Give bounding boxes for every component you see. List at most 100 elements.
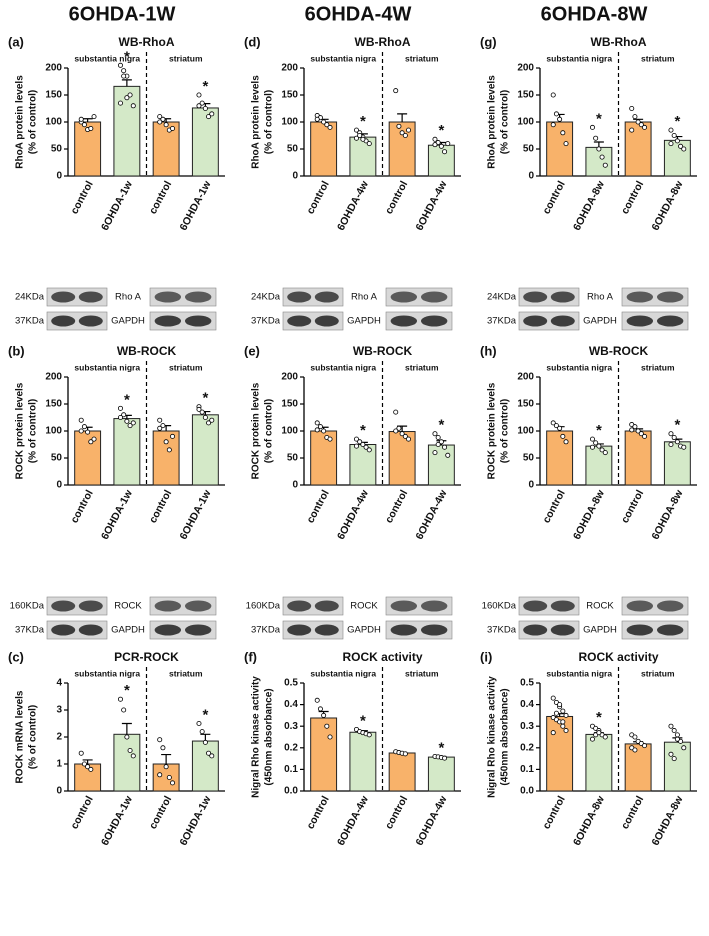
y-tick-label: 50: [51, 453, 63, 464]
y-tick-label: 0.3: [520, 721, 534, 732]
x-tick-label: control: [68, 794, 95, 831]
data-point: [88, 439, 94, 445]
data-point: [599, 154, 605, 160]
data-point: [91, 114, 97, 120]
x-tick-label: 6OHDA-1w: [177, 487, 213, 541]
data-point: [402, 751, 408, 757]
data-point: [550, 122, 556, 128]
data-point: [406, 436, 412, 442]
data-point: [363, 444, 369, 450]
data-point: [160, 745, 166, 751]
protein-label: Rho A: [351, 292, 378, 303]
group-label: substantia nigra: [310, 53, 376, 63]
panel-label: (d): [244, 34, 261, 49]
y-tick-label: 200: [281, 63, 298, 74]
y-axis-label: RhoA protein levels: [15, 75, 26, 169]
x-tick-label: control: [147, 488, 174, 525]
y-axis-label: (450nm absorbance): [264, 688, 275, 785]
y-tick-label: 0.2: [520, 742, 534, 753]
data-point: [78, 116, 84, 122]
data-point: [117, 62, 123, 68]
blot-band: [626, 315, 654, 327]
data-point: [357, 132, 363, 138]
data-point: [674, 736, 680, 742]
molecular-weight-label: 37KDa: [15, 316, 45, 327]
data-point: [681, 745, 687, 751]
data-point: [432, 136, 438, 142]
data-point: [396, 123, 402, 129]
blot-band: [154, 600, 182, 612]
data-point: [117, 696, 123, 702]
x-tick-label: 6OHDA-4w: [335, 178, 371, 232]
data-point: [163, 764, 169, 770]
data-point: [560, 723, 566, 729]
data-point: [196, 103, 202, 109]
data-point: [360, 136, 366, 142]
blot-band: [78, 291, 103, 303]
data-point: [557, 116, 563, 122]
data-point: [317, 706, 323, 712]
data-point: [88, 125, 94, 131]
chart-title: ROCK activity: [342, 650, 422, 664]
significance-marker: *: [438, 417, 444, 434]
panel-label: (a): [8, 34, 24, 49]
y-tick-label: 200: [517, 372, 534, 383]
blot-band: [626, 291, 654, 303]
blot-band: [154, 315, 182, 327]
data-point: [166, 775, 172, 781]
column-header: 6OHDA-8W: [541, 3, 648, 25]
data-point: [366, 447, 372, 453]
data-point: [157, 772, 163, 778]
data-point: [442, 755, 448, 761]
blot-band: [420, 624, 448, 636]
data-point: [209, 417, 215, 423]
data-point: [668, 723, 674, 729]
y-tick-label: 150: [517, 90, 534, 101]
data-point: [678, 143, 684, 149]
x-tick-label: control: [147, 179, 174, 216]
y-tick-label: 50: [523, 453, 535, 464]
data-point: [130, 420, 136, 426]
data-point: [321, 119, 327, 125]
blot-band: [523, 315, 548, 327]
data-point: [668, 127, 674, 133]
y-tick-label: 0: [56, 480, 62, 491]
data-point: [360, 441, 366, 447]
significance-marker: *: [596, 422, 602, 439]
y-tick-label: 200: [45, 372, 62, 383]
group-label: striatum: [169, 53, 203, 63]
data-point: [553, 111, 559, 117]
chart-title: WB-RhoA: [591, 35, 647, 49]
x-tick-label: control: [540, 179, 567, 216]
significance-marker: *: [360, 113, 366, 130]
data-point: [124, 418, 130, 424]
blot-band: [51, 600, 76, 612]
y-axis-label: ROCK protein levels: [251, 382, 262, 479]
protein-label: ROCK: [350, 601, 378, 612]
data-point: [629, 106, 635, 112]
bar: [191, 740, 219, 792]
molecular-weight-label: 24KDa: [251, 292, 281, 303]
group-label: substantia nigra: [74, 362, 140, 372]
significance-marker: *: [674, 417, 680, 434]
y-tick-label: 0: [292, 480, 298, 491]
data-point: [438, 143, 444, 149]
x-tick-label: 6OHDA-8w: [571, 793, 607, 847]
significance-marker: *: [596, 110, 602, 127]
blot-band: [420, 315, 448, 327]
molecular-weight-label: 160KDa: [482, 601, 517, 612]
x-tick-label: control: [619, 179, 646, 216]
bar: [152, 430, 180, 486]
bar: [624, 121, 652, 177]
data-point: [196, 721, 202, 727]
data-point: [668, 431, 674, 437]
panel-label: (e): [244, 343, 260, 358]
x-tick-label: 6OHDA-1w: [99, 487, 135, 541]
data-point: [432, 142, 438, 148]
data-point: [402, 433, 408, 439]
data-point: [206, 420, 212, 426]
data-point: [596, 730, 602, 736]
molecular-weight-label: 24KDa: [15, 292, 45, 303]
y-tick-label: 2: [56, 732, 62, 743]
protein-label: ROCK: [586, 601, 614, 612]
